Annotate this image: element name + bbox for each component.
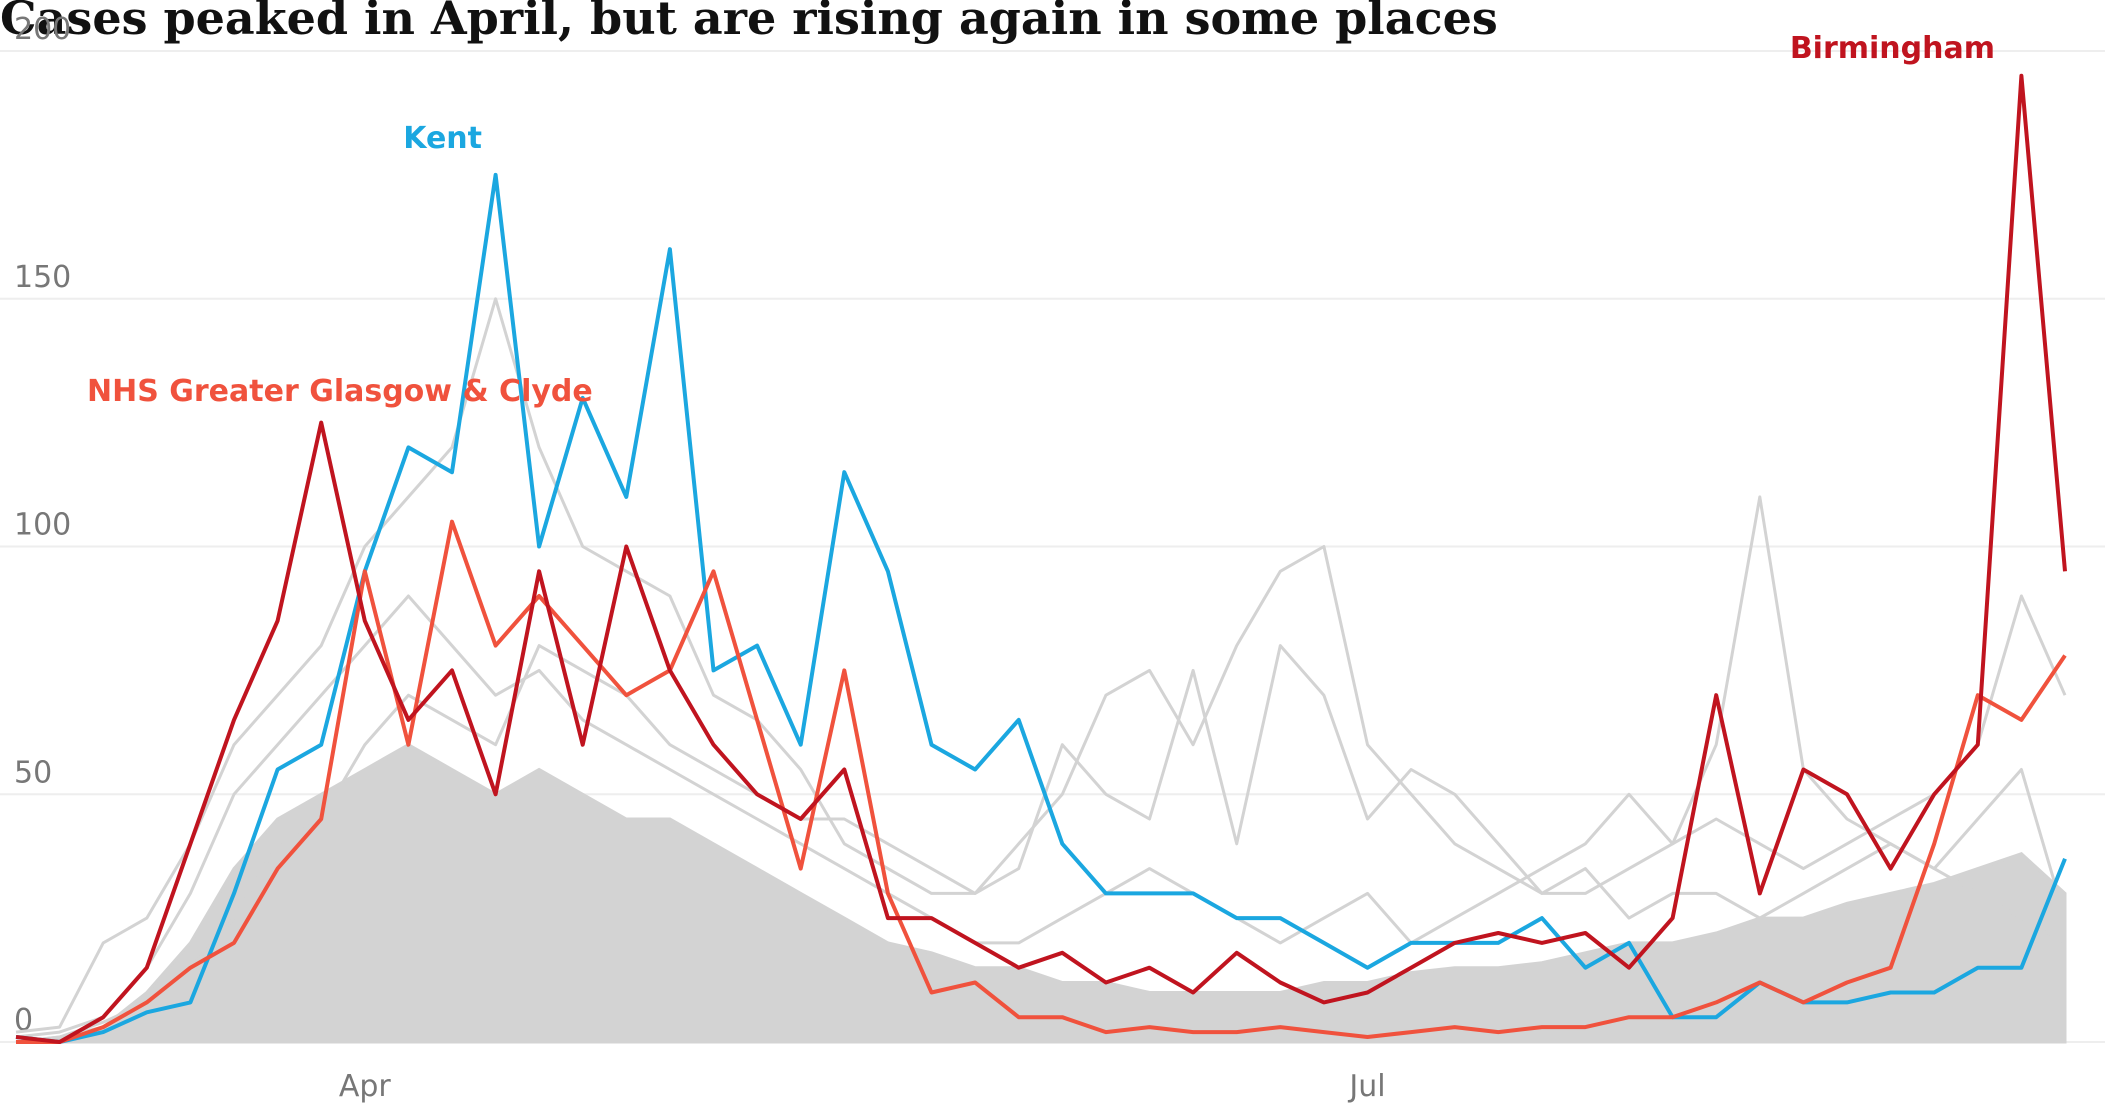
y-tick-label: 100 <box>14 508 71 543</box>
chart-title: Cases peaked in April, but are rising ag… <box>0 0 1498 45</box>
series-line <box>15 495 2066 1039</box>
series-label: Kent <box>403 121 482 156</box>
series-line <box>15 172 2067 1044</box>
y-tick-label: 200 <box>14 12 71 47</box>
series-line <box>16 519 2067 1044</box>
series-label: NHS Greater Glasgow & Clyde <box>87 374 593 409</box>
series-line <box>15 73 2067 1044</box>
series-line <box>15 297 2067 1034</box>
x-tick-label: Apr <box>339 1069 392 1104</box>
x-tick-label: Jul <box>1347 1069 1385 1104</box>
y-tick-label: 50 <box>14 755 52 790</box>
area <box>15 742 2067 1044</box>
series-line <box>15 644 2067 1044</box>
y-tick-label: 150 <box>14 260 71 295</box>
series-label: Birmingham <box>1790 31 1995 66</box>
